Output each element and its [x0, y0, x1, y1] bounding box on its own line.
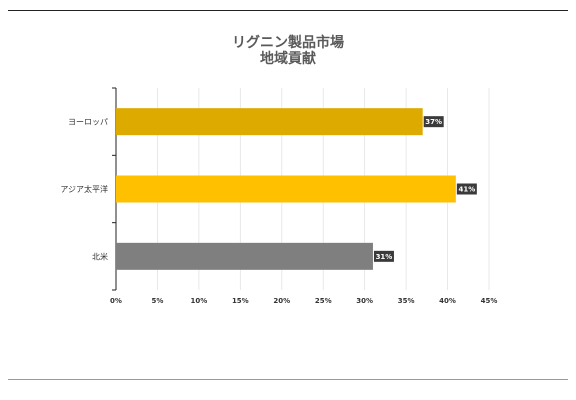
x-tick-label: 20% [273, 297, 290, 305]
bar [116, 242, 373, 270]
category-label: 北米 [92, 251, 108, 261]
data-label-box [423, 116, 444, 128]
top-rule [8, 10, 568, 11]
data-label-box [456, 183, 477, 195]
x-tick-label: 40% [439, 297, 456, 305]
data-label-box [373, 250, 394, 262]
x-tick-label: 10% [191, 297, 208, 305]
x-tick-label: 25% [315, 297, 332, 305]
bars [116, 108, 456, 270]
chart-title-line-2: 地域貢献 [260, 51, 316, 67]
x-tick-label: 5% [151, 297, 163, 305]
x-tick-label: 0% [110, 297, 122, 305]
bar [116, 108, 423, 136]
labels: 0% 5% 10% 15% 20% 25% 30% 35% 40% 45% ヨーロッパ 37% アジア太… [60, 116, 497, 305]
bar [116, 175, 456, 203]
data-label: 41% [458, 186, 475, 194]
x-tick-label: 15% [232, 297, 249, 305]
x-tick-label: 45% [481, 297, 498, 305]
category-label: ヨーロッパ [68, 118, 108, 127]
x-tick-label: 30% [356, 297, 373, 305]
x-tick-label: 35% [398, 297, 415, 305]
data-label: 37% [425, 118, 442, 126]
category-label: アジア太平洋 [60, 184, 108, 194]
data-label: 31% [376, 253, 393, 261]
chart-title-line-1: リグニン製品市場 [232, 35, 344, 51]
bottom-rule [8, 379, 568, 380]
axes [112, 87, 117, 291]
